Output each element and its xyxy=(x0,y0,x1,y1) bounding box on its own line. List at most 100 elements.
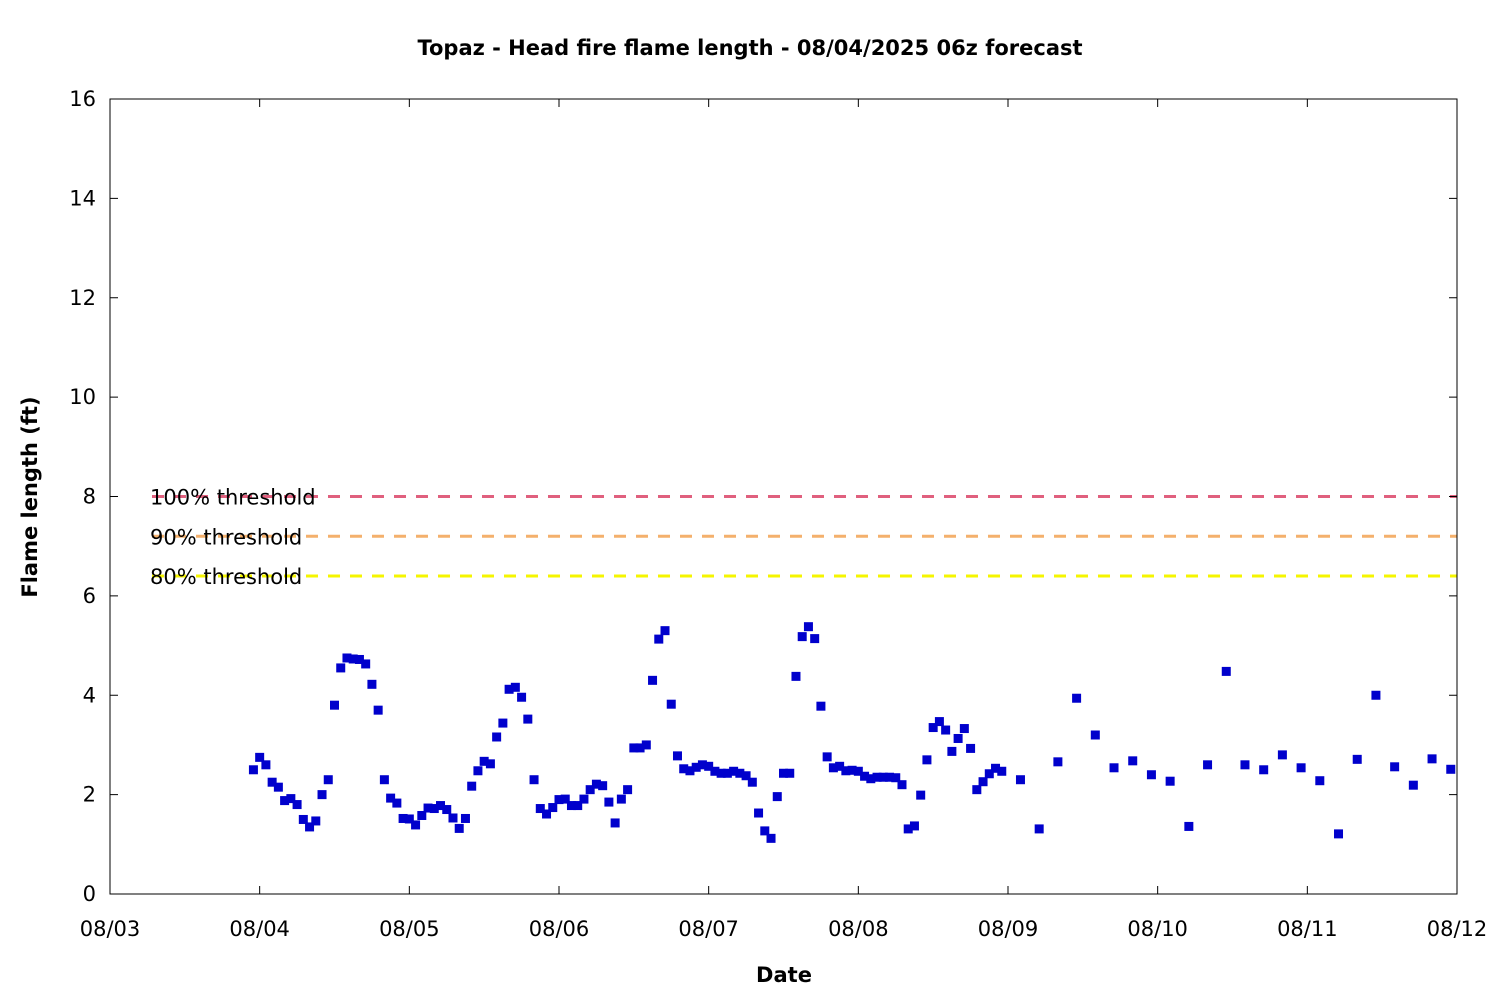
data-point xyxy=(573,801,583,811)
y-axis-ticks: 0 2 4 6 8 10 12 14 16 xyxy=(69,87,1457,906)
data-point xyxy=(585,785,595,795)
data-point xyxy=(510,682,520,692)
data-point xyxy=(978,777,988,787)
data-point xyxy=(616,794,626,804)
y-tick-label: 6 xyxy=(83,584,96,608)
data-point xyxy=(267,777,277,787)
data-point xyxy=(305,822,315,832)
data-point xyxy=(847,765,857,775)
data-point xyxy=(492,732,502,742)
x-tick-label: 08/07 xyxy=(678,917,739,941)
data-point xyxy=(934,717,944,727)
y-tick-label: 10 xyxy=(69,385,96,409)
data-point xyxy=(704,761,714,771)
data-point xyxy=(1053,757,1063,767)
data-point xyxy=(336,663,346,673)
data-point xyxy=(330,700,339,710)
data-point xyxy=(941,725,951,735)
data-point xyxy=(248,765,258,775)
data-point xyxy=(479,756,489,766)
data-point xyxy=(741,771,751,781)
x-tick-label: 08/03 xyxy=(80,917,141,941)
data-point xyxy=(292,800,302,810)
data-point xyxy=(1334,829,1344,839)
data-point xyxy=(1315,776,1325,786)
data-point xyxy=(679,764,689,774)
y-tick-label: 4 xyxy=(83,683,96,707)
data-point xyxy=(754,808,764,818)
data-point xyxy=(1408,780,1418,790)
data-point xyxy=(785,768,795,778)
x-tick-label: 08/10 xyxy=(1127,917,1188,941)
data-point xyxy=(373,705,383,715)
data-point xyxy=(903,824,913,834)
x-tick-label: 08/11 xyxy=(1277,917,1338,941)
data-point xyxy=(1371,690,1381,700)
data-point xyxy=(560,794,570,804)
data-point xyxy=(716,768,726,778)
y-tick-label: 2 xyxy=(83,783,96,807)
data-point xyxy=(635,743,645,753)
data-point xyxy=(548,803,558,813)
x-tick-label: 08/08 xyxy=(828,917,889,941)
chart-title: Topaz - Head fire flame length - 08/04/2… xyxy=(417,36,1083,60)
data-point xyxy=(959,724,969,734)
data-point xyxy=(666,699,676,709)
data-point xyxy=(660,626,670,636)
data-point xyxy=(1296,763,1306,773)
data-point xyxy=(922,755,932,765)
data-point xyxy=(298,814,308,824)
data-point xyxy=(1015,775,1025,785)
data-point xyxy=(828,763,838,773)
data-point xyxy=(342,653,352,663)
data-point xyxy=(866,774,876,784)
data-point xyxy=(928,723,938,733)
data-point xyxy=(991,763,1001,773)
data-point xyxy=(1352,754,1362,764)
legend: 100% threshold 90% threshold 80% threshold xyxy=(150,486,316,590)
data-point xyxy=(1072,693,1082,703)
x-tick-label: 08/12 xyxy=(1427,917,1488,941)
data-point xyxy=(885,772,895,782)
data-point xyxy=(685,766,695,776)
threshold-label: 100% threshold xyxy=(150,486,316,510)
data-point xyxy=(280,796,290,806)
data-point xyxy=(966,743,976,753)
x-tick-label: 08/05 xyxy=(379,917,440,941)
data-point xyxy=(803,622,813,632)
data-point xyxy=(1184,821,1194,831)
y-tick-label: 14 xyxy=(69,186,96,210)
data-point xyxy=(916,790,926,800)
data-point xyxy=(386,793,396,803)
data-point xyxy=(779,768,788,778)
threshold-label: 80% threshold xyxy=(150,565,302,589)
data-point xyxy=(729,766,739,776)
data-point xyxy=(672,751,682,761)
data-point xyxy=(535,804,545,814)
data-point xyxy=(317,790,327,800)
data-point xyxy=(454,823,464,833)
data-point xyxy=(261,760,271,770)
data-point xyxy=(404,814,414,824)
data-point xyxy=(797,632,807,642)
data-point xyxy=(1259,765,1269,775)
data-point xyxy=(648,675,658,685)
threshold-label: 90% threshold xyxy=(150,525,302,549)
data-point xyxy=(872,772,882,782)
data-point xyxy=(354,654,364,664)
data-point xyxy=(1203,760,1213,770)
data-point xyxy=(747,777,757,787)
data-point xyxy=(697,760,707,770)
x-tick-label: 08/06 xyxy=(529,917,590,941)
data-point xyxy=(498,718,508,728)
data-point xyxy=(1446,764,1456,774)
data-point xyxy=(361,659,371,669)
data-point xyxy=(542,809,552,819)
data-point xyxy=(1427,754,1437,764)
data-point xyxy=(972,785,982,795)
y-tick-label: 8 xyxy=(83,485,96,509)
data-point xyxy=(1221,666,1231,676)
data-point xyxy=(810,634,820,644)
data-point xyxy=(878,772,888,782)
data-point xyxy=(822,752,832,762)
